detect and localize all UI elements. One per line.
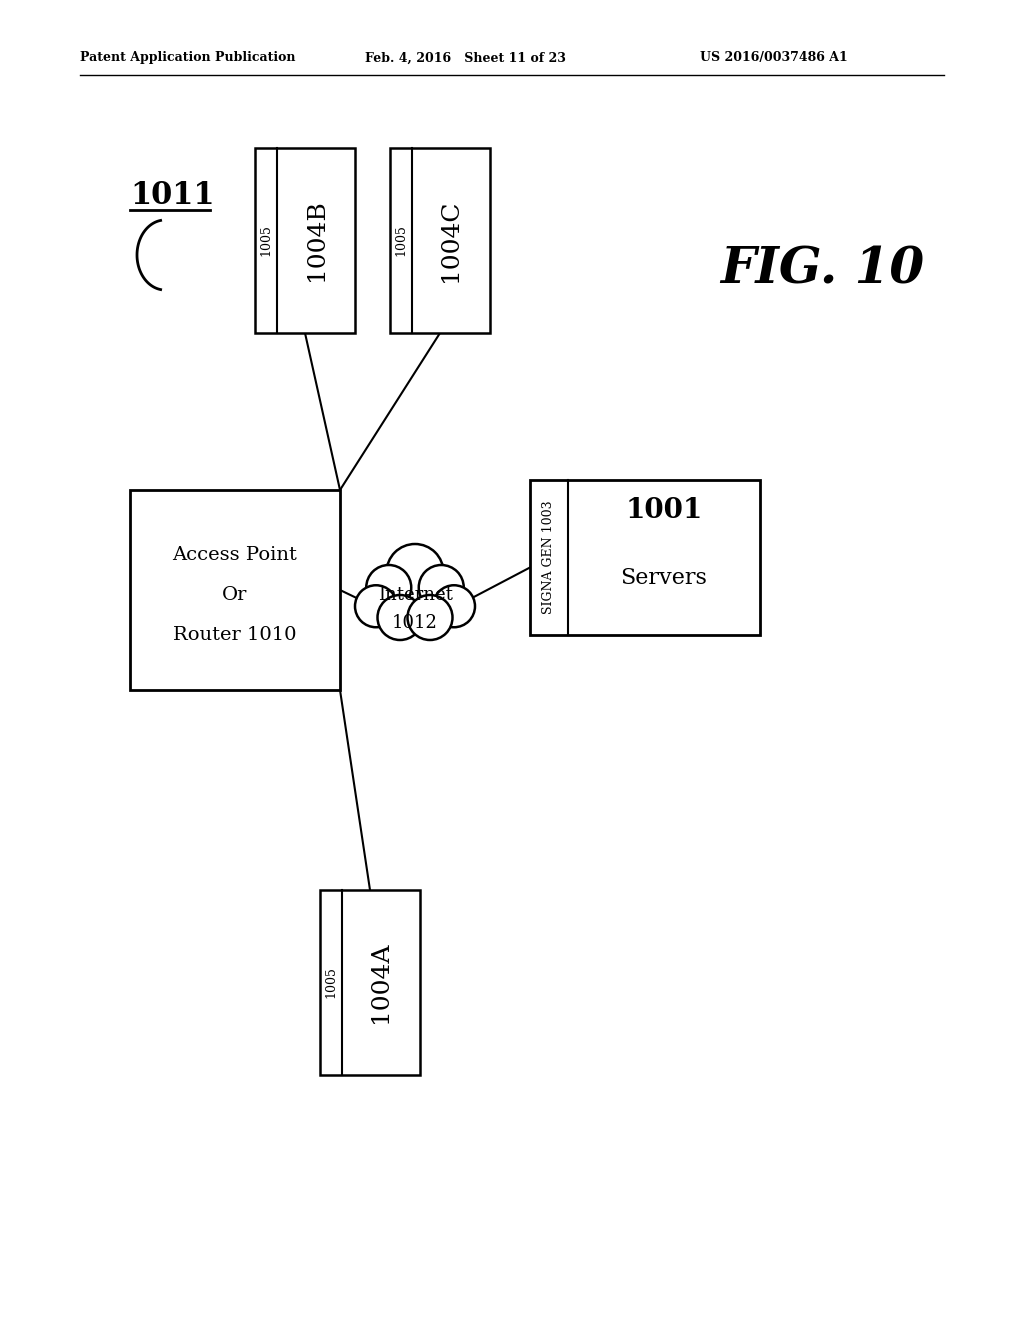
Text: 1004B: 1004B bbox=[304, 199, 328, 281]
Text: 1005: 1005 bbox=[325, 966, 338, 998]
Circle shape bbox=[419, 565, 464, 610]
Text: 1001: 1001 bbox=[626, 496, 702, 524]
Circle shape bbox=[433, 585, 475, 627]
Text: Servers: Servers bbox=[621, 566, 708, 589]
Text: 1012: 1012 bbox=[392, 614, 438, 632]
Text: 1005: 1005 bbox=[394, 224, 408, 256]
Bar bbox=[530, 480, 760, 635]
Circle shape bbox=[367, 565, 412, 610]
Text: 1004A: 1004A bbox=[370, 941, 392, 1023]
Text: 1011: 1011 bbox=[130, 180, 214, 210]
Circle shape bbox=[386, 544, 443, 601]
Bar bbox=[130, 490, 340, 690]
Text: Or: Or bbox=[222, 586, 248, 605]
Text: Internet: Internet bbox=[378, 586, 453, 605]
Circle shape bbox=[408, 595, 453, 640]
Text: Patent Application Publication: Patent Application Publication bbox=[80, 51, 296, 65]
Text: Feb. 4, 2016   Sheet 11 of 23: Feb. 4, 2016 Sheet 11 of 23 bbox=[365, 51, 566, 65]
Text: US 2016/0037486 A1: US 2016/0037486 A1 bbox=[700, 51, 848, 65]
Circle shape bbox=[378, 595, 423, 640]
Text: FIG. 10: FIG. 10 bbox=[720, 246, 924, 294]
Text: SIGNA GEN 1003: SIGNA GEN 1003 bbox=[543, 500, 555, 614]
Text: Access Point: Access Point bbox=[173, 546, 297, 564]
Text: Router 1010: Router 1010 bbox=[173, 626, 297, 644]
Circle shape bbox=[355, 585, 397, 627]
Text: 1004C: 1004C bbox=[439, 199, 463, 281]
Bar bbox=[390, 148, 490, 333]
Text: 1005: 1005 bbox=[259, 224, 272, 256]
Bar bbox=[255, 148, 355, 333]
Bar bbox=[319, 890, 420, 1074]
